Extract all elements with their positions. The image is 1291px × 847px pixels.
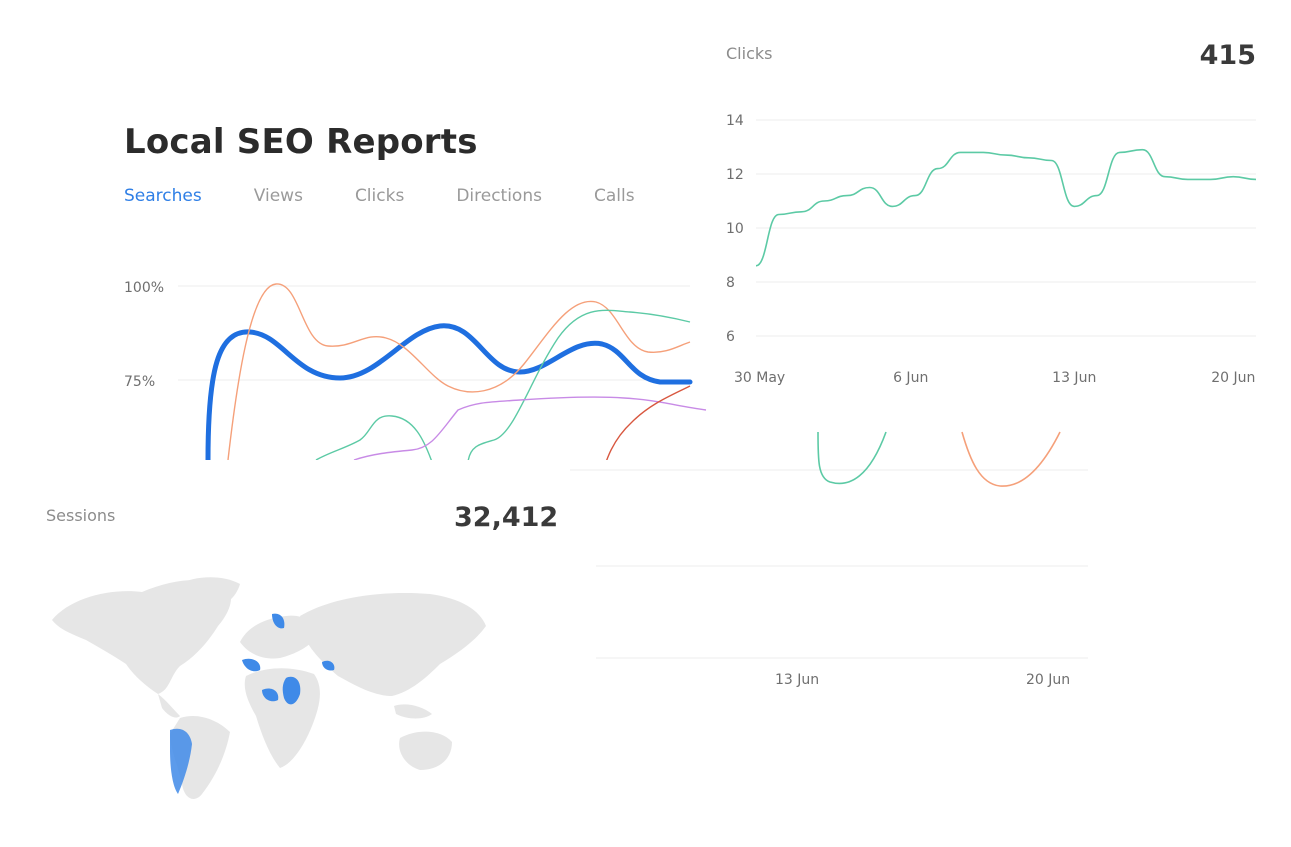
sessions-value: 32,412	[454, 502, 559, 533]
x-tick-label: 6 Jun	[893, 370, 928, 386]
x-tick-label: 20 Jun	[1026, 672, 1070, 688]
x-tick-label: 30 May	[734, 370, 785, 386]
seo-report-panel: Local SEO Reports Searches Views Clicks …	[110, 110, 710, 460]
tab-calls[interactable]: Calls	[593, 186, 635, 206]
tab-views[interactable]: Views	[253, 186, 303, 206]
page-title: Local SEO Reports	[124, 122, 478, 162]
clicks-series-line	[755, 148, 1257, 267]
y-tick-label: 14	[726, 113, 744, 129]
tab-clicks[interactable]: Clicks	[354, 186, 405, 206]
x-tick-label: 20 Jun	[1211, 370, 1255, 386]
y-tick-label: 100%	[124, 280, 164, 296]
y-tick-label: 8	[726, 275, 735, 291]
background-chart: 13 Jun 20 Jun	[560, 400, 1120, 700]
series-line-green	[315, 415, 432, 460]
clicks-label: Clicks	[726, 44, 773, 63]
series-line-orange	[961, 431, 1061, 487]
map-land	[52, 577, 486, 799]
sessions-panel: Sessions 32,412	[30, 480, 570, 820]
series-line-green	[467, 309, 691, 460]
report-tabs: Searches Views Clicks Directions Calls	[124, 186, 635, 206]
tab-directions[interactable]: Directions	[456, 186, 542, 206]
y-tick-label: 6	[726, 329, 735, 345]
map-highlights	[170, 613, 335, 794]
series-line-purple	[353, 396, 707, 460]
tab-searches[interactable]: Searches	[124, 186, 202, 206]
searches-series	[205, 283, 707, 460]
series-line-orange	[227, 283, 691, 460]
sessions-label: Sessions	[46, 506, 116, 525]
clicks-panel: Clicks 415 6 8 10 12 14 30 May 6 Jun 13 Jun 20 J…	[712, 28, 1272, 400]
searches-chart: 100% 75%	[124, 280, 707, 460]
x-tick-label: 13 Jun	[775, 672, 819, 688]
x-tick-label: 13 Jun	[1052, 370, 1096, 386]
background-chart-svg: 13 Jun 20 Jun	[570, 431, 1088, 688]
world-map	[52, 577, 486, 799]
series-line-blue	[205, 323, 693, 460]
clicks-value: 415	[1199, 40, 1256, 71]
series-line-red	[605, 385, 691, 460]
y-tick-label: 75%	[124, 374, 155, 390]
clicks-chart: 6 8 10 12 14 30 May 6 Jun 13 Jun 20 Jun	[726, 113, 1257, 386]
y-tick-label: 10	[726, 221, 744, 237]
series-line-green	[817, 431, 887, 485]
y-tick-label: 12	[726, 167, 744, 183]
